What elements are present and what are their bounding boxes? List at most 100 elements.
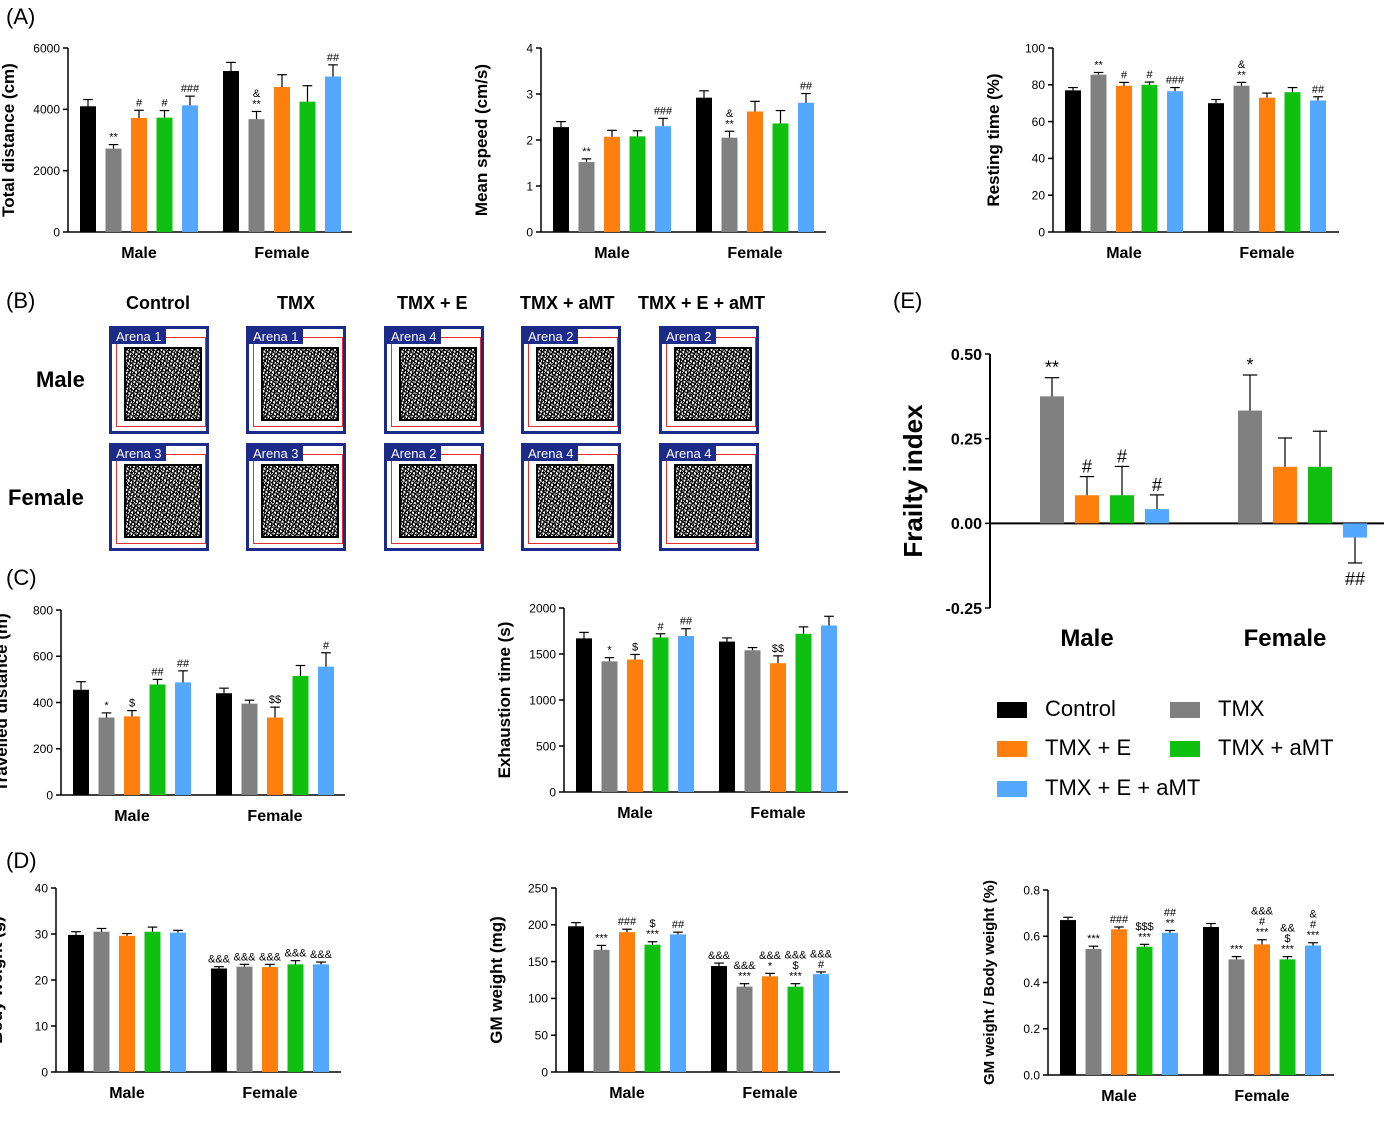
gm-weight-annotation: &&& (759, 950, 782, 962)
body-weight-bar (287, 964, 304, 1072)
travelled-distance-bar (149, 684, 166, 795)
body-weight-bar (170, 932, 186, 1072)
track-row-male: Male (36, 367, 85, 392)
total-distance-annotation: ** (252, 98, 261, 110)
resting-time-bar (1116, 85, 1132, 232)
mean-speed-ytick-label: 1 (526, 179, 533, 193)
frailty-index-bar (1040, 396, 1064, 524)
travelled-distance-bar (241, 703, 258, 795)
gm-ratio-ytick-label: 0.2 (1023, 1022, 1040, 1036)
gm-weight-annotation: &&& (784, 950, 807, 962)
exhaustion-time-bar (744, 650, 761, 792)
travelled-distance-bar (318, 666, 334, 795)
resting-time-bar (1167, 91, 1183, 233)
travelled-distance-category-label: Female (247, 808, 302, 825)
total-distance-ytick-label: 2000 (33, 164, 60, 178)
gm-weight-annotation: * (768, 960, 773, 972)
arena-label: Arena 2 (662, 329, 716, 344)
arena-image-male-3: Arena 4 (384, 326, 484, 434)
arena-label: Arena 2 (524, 329, 578, 344)
exhaustion-time-bar (719, 641, 735, 792)
gm-weight-annotation: &&& (733, 960, 756, 972)
panel-label-c: (C) (6, 565, 37, 590)
arena-image-male-1: Arena 1 (109, 326, 209, 434)
movement-trace (124, 347, 202, 421)
travelled-distance-annotation: * (104, 700, 109, 712)
mean-speed-annotation: ### (654, 105, 673, 117)
exhaustion-time-ytick-label: 1500 (529, 647, 556, 661)
gm-ratio-annotation: & (1309, 909, 1317, 921)
exhaustion-time-bar (821, 625, 837, 792)
exhaustion-time-bar (601, 661, 618, 792)
track-row-female: Female (8, 485, 84, 510)
body-weight-bar (68, 934, 84, 1072)
mean-speed-ylabel: Mean speed (cm/s) (472, 64, 491, 216)
total-distance-ytick-label: 4000 (33, 103, 60, 117)
mean-speed-bar (721, 137, 738, 232)
travelled-distance-ytick-label: 200 (33, 742, 53, 756)
frailty-index-ytick-label: 0.25 (951, 431, 982, 448)
gm-weight-bar (619, 932, 635, 1072)
exhaustion-time-ytick-label: 500 (536, 739, 556, 753)
gm-ratio-annotation: && (1280, 923, 1295, 935)
resting-time-bar (1233, 85, 1250, 232)
gm-ratio-bar (1279, 959, 1296, 1075)
body-weight-annotation: &&& (259, 951, 282, 963)
exhaustion-time-annotation: # (657, 621, 664, 633)
exhaustion-time-ytick-label: 0 (549, 785, 556, 799)
body-weight-bar (119, 935, 135, 1072)
arena-label: Arena 1 (249, 329, 303, 344)
body-weight-ytick-label: 0 (41, 1065, 48, 1079)
legend-swatch-tmx-e (997, 741, 1027, 757)
frailty-index-annotation: # (1117, 446, 1127, 466)
gm-weight-bar (593, 949, 610, 1072)
total-distance-annotation: & (253, 88, 261, 100)
movement-trace (536, 464, 614, 538)
body-weight-ylabel: Body weight (g) (0, 916, 6, 1043)
mean-speed-ytick-label: 0 (526, 225, 533, 239)
arena-image-female-2: Arena 3 (246, 443, 346, 551)
resting-time-bar (1259, 97, 1275, 233)
total-distance-bar (248, 119, 265, 232)
gm-weight-annotation: *** (595, 932, 609, 944)
body-weight-annotation: &&& (208, 954, 231, 966)
travelled-distance-bar (124, 716, 140, 795)
movement-trace (536, 347, 614, 421)
body-weight-bar (236, 966, 253, 1072)
mean-speed-annotation: & (726, 108, 734, 120)
gm-ratio-annotation: ## (1164, 907, 1177, 919)
track-col-tmx: TMX (277, 293, 315, 313)
mean-speed-bar (629, 136, 646, 232)
gm-ratio-annotation: $ (1284, 933, 1290, 945)
gm-ratio-ytick-label: 0.6 (1023, 930, 1040, 944)
legend-swatch-tmx-amt (1170, 741, 1200, 757)
travelled-distance-annotation: $$ (269, 694, 281, 706)
body-weight-bar (262, 967, 278, 1072)
resting-time-ylabel: Resting time (%) (984, 73, 1003, 206)
legend-swatch-control (997, 702, 1027, 718)
arena-label: Arena 3 (249, 446, 303, 461)
movement-trace (124, 464, 202, 538)
legend-label-tmx: TMX (1218, 696, 1265, 721)
resting-time-ytick-label: 20 (1032, 189, 1046, 203)
gm-ratio-annotation: # (1259, 916, 1266, 928)
gm-ratio-annotation: *** (1087, 933, 1101, 945)
mean-speed-bar (798, 102, 814, 233)
total-distance-bar (299, 101, 316, 233)
track-col-control: Control (126, 293, 190, 313)
exhaustion-time-ytick-label: 1000 (529, 693, 556, 707)
legend-swatch-tmx (1170, 702, 1200, 718)
resting-time-annotation: # (1146, 69, 1153, 81)
arena-image-male-2: Arena 1 (246, 326, 346, 434)
total-distance-bar (80, 106, 96, 232)
gm-weight-annotation: &&& (810, 948, 833, 960)
legend-swatch-tmx-e-amt (997, 781, 1027, 797)
travelled-distance-bar (216, 693, 232, 795)
frailty-index-bar (1145, 509, 1169, 524)
travelled-distance-bar (175, 682, 191, 795)
body-weight-annotation: &&& (284, 948, 307, 960)
resting-time-bar (1284, 92, 1301, 232)
travelled-distance-ytick-label: 600 (33, 650, 53, 664)
body-weight-annotation: &&& (310, 949, 333, 961)
